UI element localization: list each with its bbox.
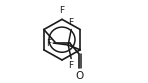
Text: O: O	[76, 71, 84, 81]
Text: F: F	[59, 5, 65, 15]
Text: F: F	[69, 18, 74, 27]
Text: F: F	[69, 61, 74, 70]
Text: F: F	[46, 39, 51, 48]
